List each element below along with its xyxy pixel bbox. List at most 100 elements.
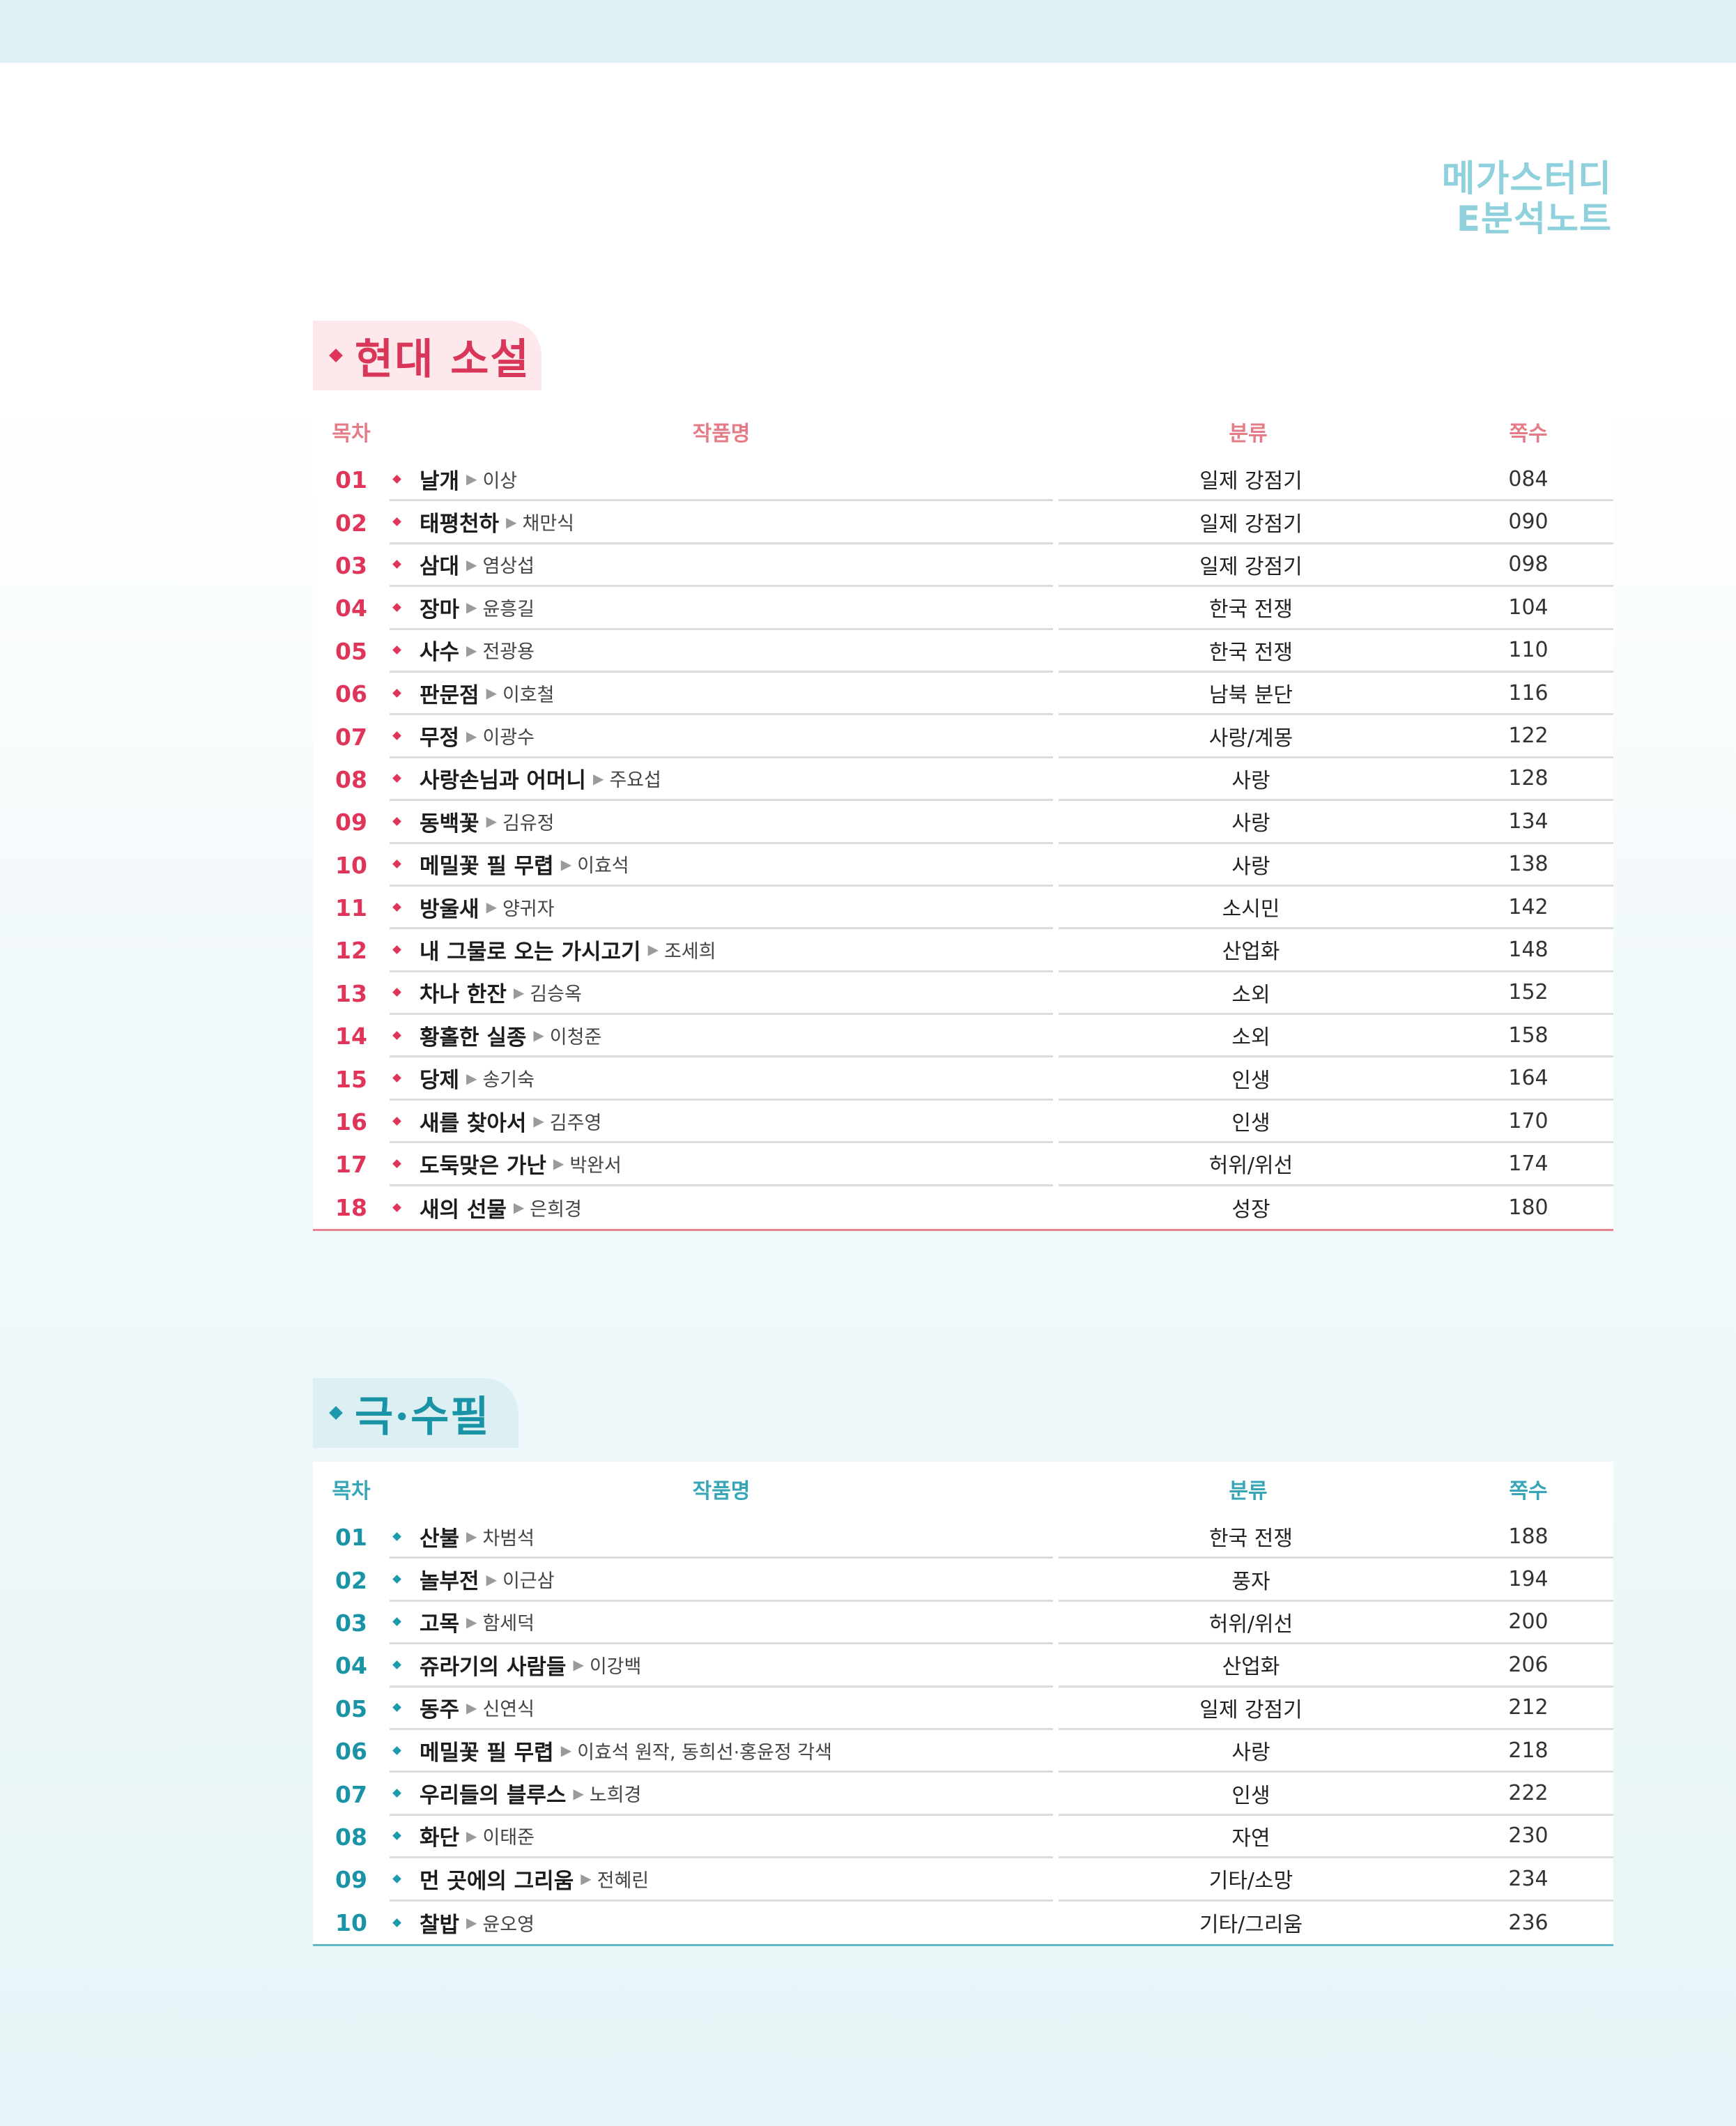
table-row: 06 판문점 ▶ 이호철 남북 분단 116 bbox=[313, 673, 1613, 716]
table-row: 05 사수 ▶ 전광용 한국 전쟁 110 bbox=[313, 630, 1613, 673]
row-number: 02 bbox=[335, 509, 367, 537]
brand-line-1: 메가스터디 bbox=[1441, 158, 1612, 200]
row-number: 10 bbox=[335, 1909, 367, 1936]
work-author: 전광용 bbox=[482, 641, 535, 664]
work-author: 은희경 bbox=[530, 1198, 582, 1221]
work-cell: 판문점 ▶ 이호철 bbox=[390, 673, 1053, 716]
work-category: 사랑/계몽 bbox=[1059, 715, 1443, 758]
page-number: 212 bbox=[1443, 1688, 1613, 1730]
play-arrow-icon: ▶ bbox=[466, 1699, 477, 1716]
work-category: 풍자 bbox=[1059, 1559, 1443, 1602]
play-arrow-icon: ▶ bbox=[533, 1112, 544, 1130]
bullet-diamond-icon bbox=[392, 1575, 401, 1584]
work-title: 찰밥 bbox=[420, 1912, 460, 1938]
page-number: 194 bbox=[1443, 1559, 1613, 1602]
work-title: 쥬라기의 사람들 bbox=[420, 1654, 567, 1680]
work-title: 사랑손님과 어머니 bbox=[420, 768, 586, 794]
work-title: 날개 bbox=[420, 468, 460, 494]
work-title: 황홀한 실종 bbox=[420, 1025, 527, 1050]
table-row: 15 당제 ▶ 송기숙 인생 164 bbox=[313, 1057, 1613, 1101]
header-work: 작품명 bbox=[692, 1479, 751, 1504]
work-title: 삼대 bbox=[420, 554, 460, 580]
work-cell: 방울새 ▶ 양귀자 bbox=[390, 887, 1053, 930]
work-title: 도둑맞은 가난 bbox=[420, 1153, 546, 1179]
work-author: 채만식 bbox=[522, 513, 575, 535]
work-title: 고목 bbox=[420, 1612, 460, 1637]
work-cell: 메밀꽃 필 무렵 ▶ 이효석 원작, 동희선·홍윤정 각색 bbox=[390, 1730, 1053, 1773]
work-category: 일제 강점기 bbox=[1059, 1688, 1443, 1730]
play-arrow-icon: ▶ bbox=[581, 1870, 592, 1888]
page-number: 084 bbox=[1443, 459, 1613, 502]
page-number: 222 bbox=[1443, 1773, 1613, 1816]
bullet-diamond-icon bbox=[392, 1159, 401, 1168]
bullet-diamond-icon bbox=[392, 688, 401, 698]
work-author: 윤오영 bbox=[482, 1913, 535, 1936]
work-title: 차나 한잔 bbox=[420, 982, 507, 1008]
page-number: 230 bbox=[1443, 1816, 1613, 1859]
work-title: 판문점 bbox=[420, 682, 479, 708]
work-category: 사랑 bbox=[1059, 801, 1443, 844]
diamond-icon bbox=[329, 1406, 343, 1420]
work-author: 김승옥 bbox=[530, 984, 582, 1006]
work-category: 허위/위선 bbox=[1059, 1602, 1443, 1645]
work-category: 허위/위선 bbox=[1059, 1143, 1443, 1186]
work-category: 인생 bbox=[1059, 1773, 1443, 1816]
page-number: 206 bbox=[1443, 1644, 1613, 1688]
play-arrow-icon: ▶ bbox=[647, 941, 659, 958]
work-cell: 새를 찾아서 ▶ 김주영 bbox=[390, 1101, 1053, 1144]
bullet-diamond-icon bbox=[392, 517, 401, 526]
work-title: 무정 bbox=[420, 726, 460, 751]
work-cell: 우리들의 블루스 ▶ 노희경 bbox=[390, 1773, 1053, 1816]
row-number: 05 bbox=[335, 1695, 367, 1722]
work-cell: 화단 ▶ 이태준 bbox=[390, 1816, 1053, 1859]
top-band bbox=[0, 0, 1736, 63]
table-row: 10 찰밥 ▶ 윤오영 기타/그리움 236 bbox=[313, 1902, 1613, 1944]
work-title: 메밀꽃 필 무렵 bbox=[420, 854, 554, 880]
play-arrow-icon: ▶ bbox=[466, 1827, 477, 1844]
work-title: 우리들의 블루스 bbox=[420, 1783, 567, 1809]
bullet-diamond-icon bbox=[392, 902, 401, 912]
page-number: 200 bbox=[1443, 1602, 1613, 1645]
brand-logo: 메가스터디 E분석노트 bbox=[1442, 159, 1612, 238]
section-tab: 현대 소설 bbox=[313, 321, 541, 390]
bullet-diamond-icon bbox=[392, 474, 401, 484]
play-arrow-icon: ▶ bbox=[466, 556, 477, 573]
play-arrow-icon: ▶ bbox=[466, 641, 477, 659]
work-title: 장마 bbox=[420, 597, 460, 622]
work-author: 윤흥길 bbox=[482, 598, 535, 620]
play-arrow-icon: ▶ bbox=[466, 599, 477, 616]
page-number: 158 bbox=[1443, 1015, 1613, 1058]
work-category: 일제 강점기 bbox=[1059, 501, 1443, 544]
row-number: 15 bbox=[335, 1065, 367, 1093]
play-arrow-icon: ▶ bbox=[560, 1742, 572, 1759]
page-number: 090 bbox=[1443, 501, 1613, 544]
page-number: 138 bbox=[1443, 844, 1613, 887]
play-arrow-icon: ▶ bbox=[573, 1656, 584, 1674]
bullet-diamond-icon bbox=[392, 859, 401, 869]
section-title: 극·수필 bbox=[355, 1392, 491, 1441]
work-category: 소외 bbox=[1059, 972, 1443, 1016]
work-author: 이청준 bbox=[549, 1026, 602, 1048]
header-page: 쪽수 bbox=[1509, 422, 1548, 446]
table-row: 13 차나 한잔 ▶ 김승옥 소외 152 bbox=[313, 972, 1613, 1016]
play-arrow-icon: ▶ bbox=[466, 1528, 477, 1545]
work-author: 이효석 원작, 동희선·홍윤정 각색 bbox=[577, 1741, 832, 1764]
work-cell: 무정 ▶ 이광수 bbox=[390, 715, 1053, 758]
row-number: 08 bbox=[335, 1823, 367, 1851]
table-body: 01 산불 ▶ 차범석 한국 전쟁 188 02 놀부전 ▶ 이근삼 풍자 194 03 고목 ▶ 함세덕 허위… bbox=[313, 1516, 1613, 1946]
work-category: 사랑 bbox=[1059, 844, 1443, 887]
bullet-diamond-icon bbox=[392, 774, 401, 783]
play-arrow-icon: ▶ bbox=[533, 1027, 544, 1044]
table-header: 목차 작품명 분류 쪽수 bbox=[313, 404, 1613, 461]
bullet-diamond-icon bbox=[392, 1617, 401, 1627]
play-arrow-icon: ▶ bbox=[486, 898, 497, 916]
play-arrow-icon: ▶ bbox=[592, 770, 604, 787]
header-toc: 목차 bbox=[332, 422, 371, 446]
row-number: 03 bbox=[335, 1609, 367, 1637]
work-author: 이효석 bbox=[577, 855, 629, 878]
work-title: 동백꽃 bbox=[420, 811, 479, 836]
bullet-diamond-icon bbox=[392, 1831, 401, 1841]
bullet-diamond-icon bbox=[392, 988, 401, 997]
work-author: 양귀자 bbox=[502, 898, 555, 920]
table-row: 03 고목 ▶ 함세덕 허위/위선 200 bbox=[313, 1602, 1613, 1645]
